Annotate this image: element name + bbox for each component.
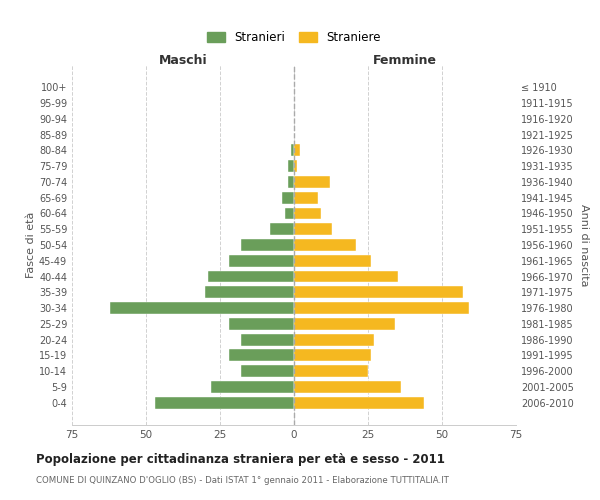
Bar [294,176,329,188]
Bar [294,270,398,282]
Bar [208,270,294,282]
Bar [294,208,320,220]
Bar [229,350,294,362]
Y-axis label: Fasce di età: Fasce di età [26,212,36,278]
Text: COMUNE DI QUINZANO D'OGLIO (BS) - Dati ISTAT 1° gennaio 2011 - Elaborazione TUTT: COMUNE DI QUINZANO D'OGLIO (BS) - Dati I… [36,476,449,485]
Bar [294,397,424,408]
Bar [294,381,401,393]
Bar [291,144,294,156]
Bar [294,318,395,330]
Bar [205,286,294,298]
Bar [294,334,374,345]
Bar [229,318,294,330]
Text: Popolazione per cittadinanza straniera per età e sesso - 2011: Popolazione per cittadinanza straniera p… [36,452,445,466]
Bar [294,286,463,298]
Bar [241,239,294,251]
Bar [241,366,294,377]
Y-axis label: Anni di nascita: Anni di nascita [579,204,589,286]
Bar [294,366,368,377]
Bar [229,255,294,266]
Bar [110,302,294,314]
Bar [211,381,294,393]
Bar [294,224,332,235]
Bar [294,160,297,172]
Bar [271,224,294,235]
Bar [241,334,294,345]
Bar [155,397,294,408]
Bar [288,160,294,172]
Bar [285,208,294,220]
Bar [282,192,294,203]
Bar [294,255,371,266]
Bar [288,176,294,188]
Bar [294,144,300,156]
Bar [294,239,356,251]
Bar [294,302,469,314]
Bar [294,350,371,362]
Text: Maschi: Maschi [158,54,208,67]
Bar [294,192,317,203]
Legend: Stranieri, Straniere: Stranieri, Straniere [203,28,385,48]
Text: Femmine: Femmine [373,54,437,67]
